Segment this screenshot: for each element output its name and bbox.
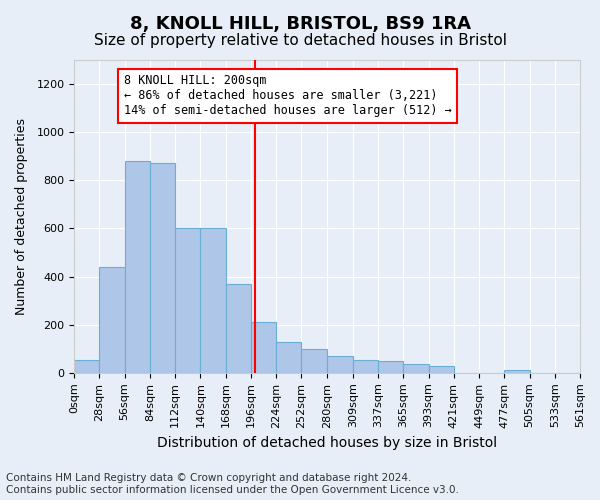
Bar [276, 342, 301, 373]
Bar [175, 228, 200, 373]
Bar [200, 228, 226, 373]
Bar [301, 349, 326, 373]
X-axis label: Distribution of detached houses by size in Bristol: Distribution of detached houses by size … [157, 436, 497, 450]
Bar [226, 284, 251, 373]
Bar [150, 164, 175, 373]
Text: 8, KNOLL HILL, BRISTOL, BS9 1RA: 8, KNOLL HILL, BRISTOL, BS9 1RA [130, 15, 470, 33]
Bar [378, 361, 403, 373]
Bar [100, 267, 125, 373]
Bar [428, 366, 454, 373]
Y-axis label: Number of detached properties: Number of detached properties [15, 118, 28, 315]
Bar [504, 370, 530, 373]
Bar [326, 356, 353, 373]
Bar [403, 364, 428, 373]
Text: Contains HM Land Registry data © Crown copyright and database right 2024.
Contai: Contains HM Land Registry data © Crown c… [6, 474, 459, 495]
Bar [251, 322, 276, 373]
Bar [74, 360, 100, 373]
Bar [125, 161, 150, 373]
Text: Size of property relative to detached houses in Bristol: Size of property relative to detached ho… [94, 32, 506, 48]
Text: 8 KNOLL HILL: 200sqm
← 86% of detached houses are smaller (3,221)
14% of semi-de: 8 KNOLL HILL: 200sqm ← 86% of detached h… [124, 74, 452, 118]
Bar [353, 360, 378, 373]
